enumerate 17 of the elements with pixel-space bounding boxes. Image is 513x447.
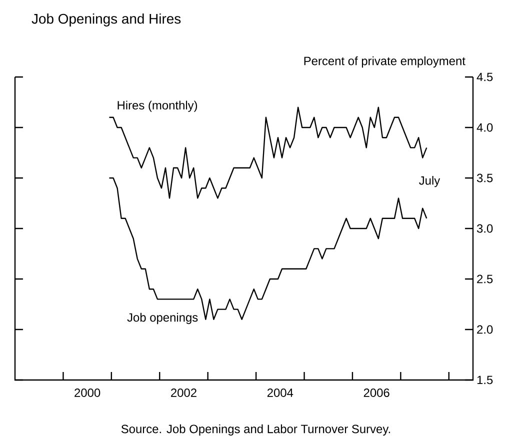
series-label: Hires (monthly) <box>118 100 198 112</box>
annotation: July <box>419 176 440 188</box>
x-tick-label: 2002 <box>171 388 196 397</box>
x-tick-label: 2004 <box>267 388 294 397</box>
y-tick-label: 4.0 <box>476 123 493 132</box>
y-tick-label: 4.5 <box>476 72 493 82</box>
source-note: Source. Job Openings and Labor Turnover Survey. <box>121 424 390 436</box>
y-tick-label: 2.5 <box>477 274 493 284</box>
x-tick-label: 2006 <box>364 388 390 397</box>
y-tick-label: 3.5 <box>476 174 493 182</box>
y-tick-label: 2.0 <box>477 325 493 334</box>
chart-title: Job Openings and Hires <box>32 13 181 26</box>
y-axis-title: Percent of private employment <box>304 56 466 68</box>
series-label: Job openings <box>127 312 198 324</box>
y-tick-label: 1.5 <box>477 376 493 384</box>
x-tick-label: 2000 <box>74 388 100 397</box>
y-tick-label: 3.0 <box>476 224 493 233</box>
